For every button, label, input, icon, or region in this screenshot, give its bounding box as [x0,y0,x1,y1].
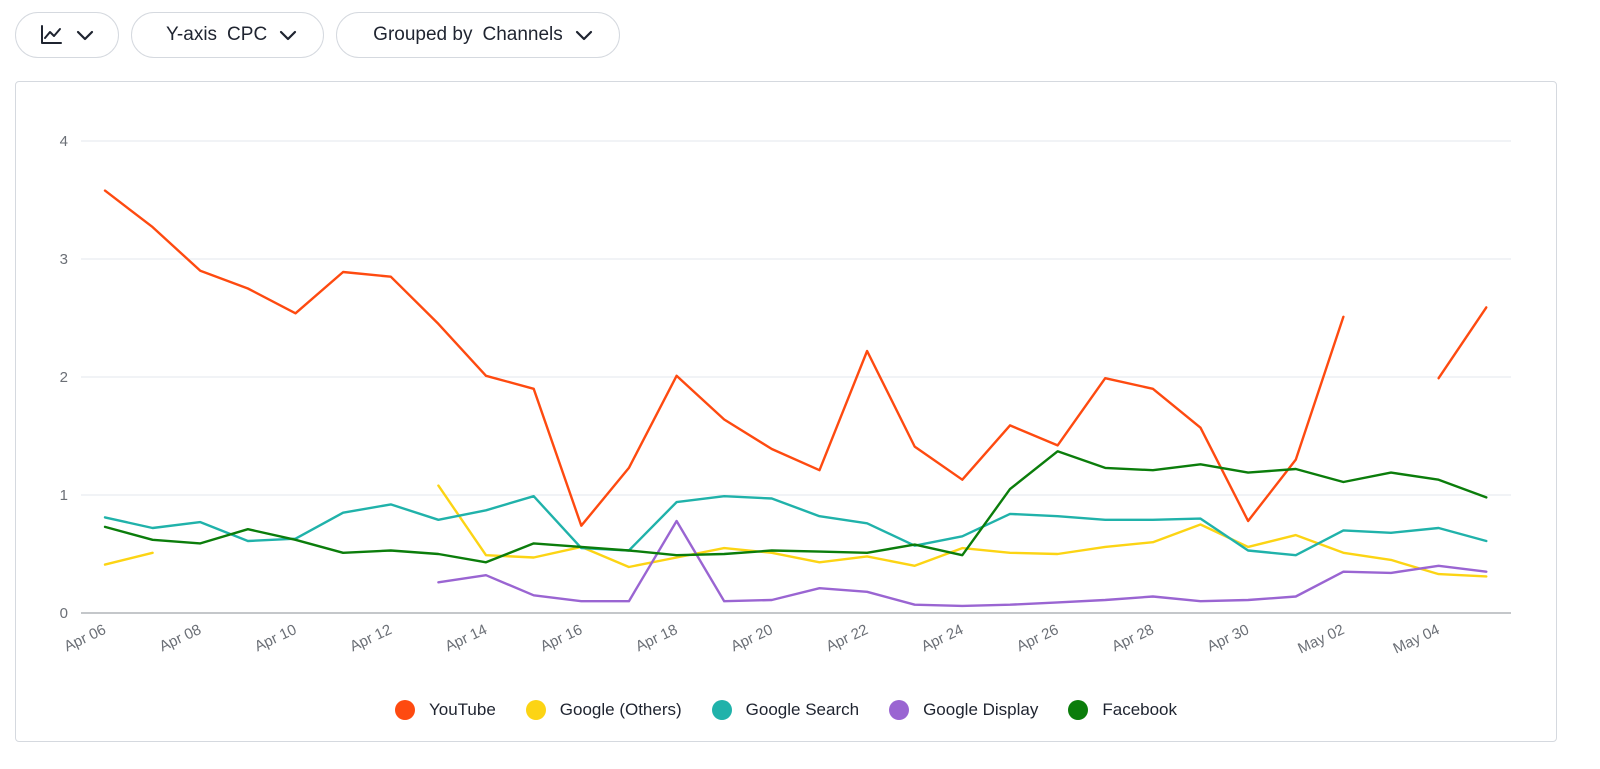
x-tick-label: Apr 30 [1205,621,1252,655]
x-tick-label: May 04 [1391,621,1443,657]
y-tick-label: 3 [60,251,68,268]
x-tick-label: Apr 14 [442,621,489,655]
chevron-down-icon [280,30,297,40]
legend-color-dot [1068,700,1089,720]
y-tick-label: 2 [60,369,68,386]
chart-legend: YouTube Google (Others) Google Search Googl… [16,697,1556,723]
chart-card: 0 1 2 3 4 Apr 06 Apr 08 Apr 10 Apr 12 Apr 14 Apr 1… [15,81,1557,742]
grouped-prefix-label: Grouped by [373,24,473,45]
x-tick-label: Apr 28 [1109,621,1156,655]
series-line [103,189,1345,527]
x-tick-label: Apr 26 [1014,621,1061,655]
legend-item[interactable]: Google Search [711,700,860,720]
series-line [1437,306,1488,380]
x-tick-label: Apr 24 [919,621,966,655]
legend-item[interactable]: YouTube [394,700,496,720]
grouped-by-dropdown[interactable]: Grouped by Channels [336,12,620,58]
legend-color-dot [711,700,732,720]
y-tick-label: 1 [60,487,68,504]
x-tick-label: Apr 20 [728,621,775,655]
x-tick-label: Apr 10 [252,621,299,655]
legend-color-dot [525,700,546,720]
legend-label: YouTube [428,700,496,719]
series-line [103,450,1488,564]
yaxis-prefix-label: Y-axis [166,24,218,45]
legend-label: Google Search [745,700,860,719]
series-line [103,495,1488,557]
line-chart-icon [41,25,62,44]
legend-item[interactable]: Google (Others) [525,700,682,720]
legend-item[interactable]: Google Display [889,700,1038,720]
x-tick-label: Apr 08 [157,621,204,655]
yaxis-value: CPC [227,24,268,45]
legend-color-dot [889,700,910,720]
series-line [437,519,1488,608]
yaxis-dropdown[interactable]: Y-axis CPC [131,12,325,58]
x-tick-label: Apr 22 [824,621,871,655]
legend-item[interactable]: Facebook [1068,700,1177,720]
chart-toolbar: Y-axis CPC Grouped by Channels [15,12,620,58]
x-tick-label: May 02 [1295,621,1347,657]
x-tick-label: Apr 16 [538,621,585,655]
chevron-down-icon [76,30,94,40]
chevron-down-icon [575,30,592,40]
legend-label: Google Display [923,700,1039,719]
grouped-value: Channels [482,24,563,45]
series-line [103,551,154,566]
x-tick-label: Apr 12 [347,621,394,655]
chart-type-dropdown[interactable] [15,12,119,58]
y-tick-label: 4 [60,133,68,150]
y-tick-label: 0 [60,605,68,622]
x-tick-label: Apr 18 [633,621,680,655]
legend-label: Google (Others) [559,700,682,719]
series-line [437,484,1488,578]
legend-label: Facebook [1102,700,1178,719]
legend-color-dot [394,700,415,720]
x-tick-label: Apr 06 [61,621,108,655]
line-chart: 0 1 2 3 4 Apr 06 Apr 08 Apr 10 Apr 12 Apr 14 Apr 1… [60,133,1511,657]
